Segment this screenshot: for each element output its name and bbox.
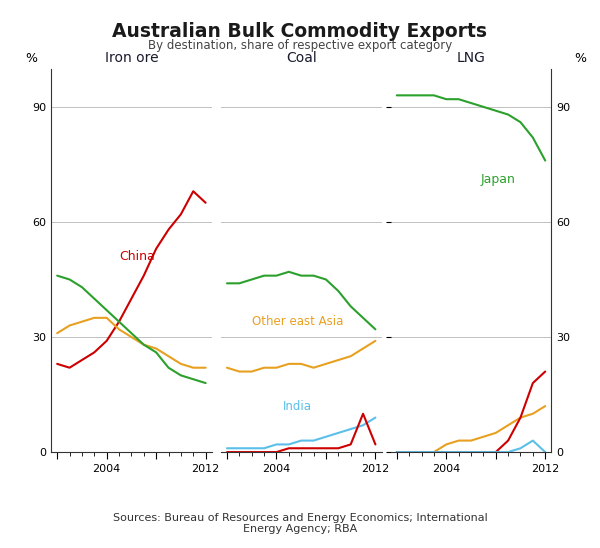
Text: Australian Bulk Commodity Exports: Australian Bulk Commodity Exports — [113, 22, 487, 41]
Text: By destination, share of respective export category: By destination, share of respective expo… — [148, 39, 452, 53]
Text: India: India — [283, 399, 311, 413]
Text: %: % — [25, 52, 37, 65]
Text: %: % — [574, 52, 586, 65]
Text: China: China — [119, 250, 155, 263]
Text: Japan: Japan — [481, 173, 516, 186]
Text: Other east Asia: Other east Asia — [252, 315, 343, 328]
Title: Iron ore: Iron ore — [104, 50, 158, 65]
Title: LNG: LNG — [457, 50, 485, 65]
Title: Coal: Coal — [286, 50, 317, 65]
Text: Sources: Bureau of Resources and Energy Economics; International
Energy Agency; : Sources: Bureau of Resources and Energy … — [113, 513, 487, 534]
